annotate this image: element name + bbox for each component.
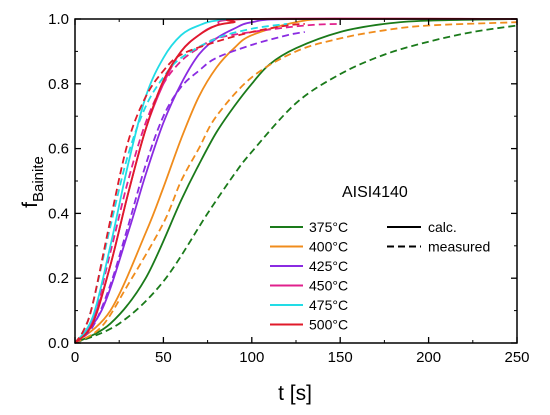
y-tick-label-1: 0.2 <box>48 270 69 287</box>
x-tick-label-3: 150 <box>328 349 353 366</box>
y-tick-label-5: 1.0 <box>48 11 69 28</box>
legend-label-2: 425°C <box>309 258 348 274</box>
series-measured-1 <box>74 21 518 344</box>
series-measured-0 <box>74 24 518 344</box>
legend-style-label-1: measured <box>428 239 490 255</box>
y-axis-title-sub: Bainite <box>30 156 47 202</box>
y-tick-label-2: 0.4 <box>48 205 69 222</box>
x-tick-label-5: 250 <box>504 349 529 366</box>
x-axis-title: t [s] <box>278 382 312 405</box>
annotation-material: AISI4140 <box>342 184 408 201</box>
series-measured-2 <box>74 31 305 344</box>
legend-style-label-0: calc. <box>428 219 457 235</box>
legend: 375°C 400°C 425°C 450°C 475°C 500°C calc. measu… <box>270 219 490 333</box>
series-calc-0 <box>74 18 518 344</box>
x-tick-label-0: 0 <box>71 349 79 366</box>
legend-label-3: 450°C <box>309 278 348 294</box>
legend-label-1: 400°C <box>309 239 348 255</box>
legend-label-4: 475°C <box>309 297 348 313</box>
series-layer <box>74 17 518 344</box>
y-axis-title: fBainite <box>19 156 47 208</box>
legend-label-0: 375°C <box>309 219 348 235</box>
x-tick-label-2: 100 <box>239 349 264 366</box>
y-tick-label-0: 0.0 <box>48 335 69 352</box>
x-tick-label-1: 50 <box>155 349 172 366</box>
series-measured-4 <box>74 23 288 344</box>
y-tick-label-3: 0.6 <box>48 141 69 158</box>
y-tick-label-4: 0.8 <box>48 76 69 93</box>
series-measured-3 <box>74 23 341 344</box>
ticks-layer: 0 50 100 150 200 250 0.0 0.2 0.4 0.6 0.8 1.0 <box>48 11 529 366</box>
y-axis-title-main: f <box>19 202 42 208</box>
legend-label-5: 500°C <box>309 317 348 333</box>
series-measured-5 <box>74 23 305 344</box>
x-tick-label-4: 200 <box>416 349 441 366</box>
